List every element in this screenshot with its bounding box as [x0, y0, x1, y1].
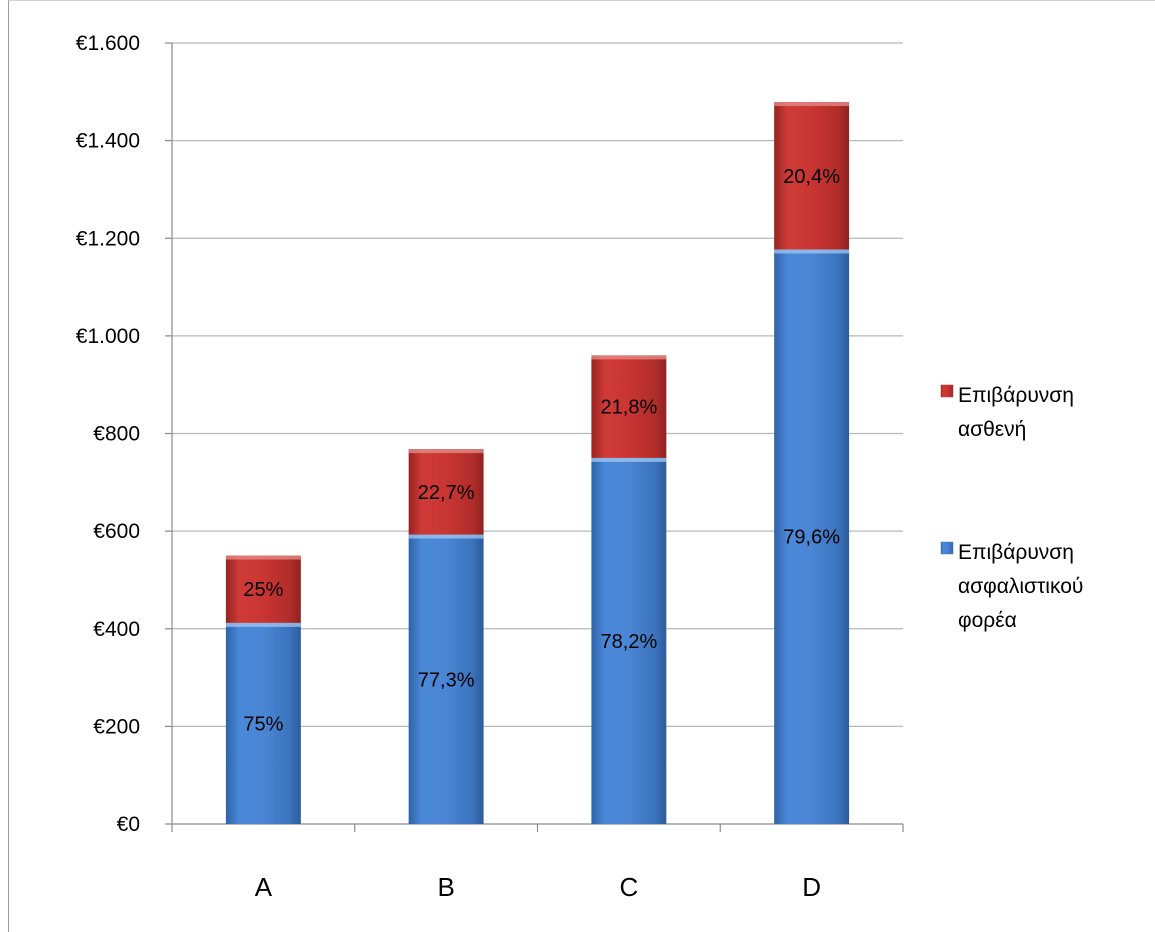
bar-segment-highlight: [591, 457, 667, 462]
legend-label: φορέα: [958, 609, 1017, 632]
bar-segment: [408, 449, 484, 535]
bar-segment: [225, 555, 301, 623]
x-category-label: A: [255, 872, 273, 902]
x-category-label: C: [619, 872, 638, 902]
y-tick-label: €1.600: [76, 32, 140, 55]
bar-segment: [408, 534, 484, 824]
y-tick-label: €1.200: [76, 227, 140, 250]
bar-data-label: 77,3%: [418, 669, 475, 691]
bar-segment-highlight: [774, 102, 850, 107]
axes: €0 €200 €400 €600 €800 €1.000 €1.200 €1.400 €1.6…: [76, 32, 904, 902]
y-tick-label: €1.400: [76, 130, 140, 153]
bar-data-label: 20,4%: [783, 166, 840, 188]
x-category-label: D: [802, 872, 821, 902]
x-category-label: B: [437, 872, 454, 902]
legend-label: ασφαλιστικού: [958, 575, 1083, 598]
bar-segment: [591, 457, 667, 824]
bar-data-label: 75%: [243, 713, 283, 735]
legend: Επιβάρυνση ασθενή Επιβάρυνση ασφαλιστικού φο…: [940, 384, 1083, 632]
bar-segment-highlight: [408, 534, 484, 539]
legend-label: Επιβάρυνση: [958, 384, 1074, 407]
legend-swatch: [940, 541, 954, 555]
legend-swatch: [940, 384, 954, 398]
bar-segment-highlight: [225, 622, 301, 627]
bar-data-label: 21,8%: [601, 397, 658, 419]
bar-segment: [225, 622, 301, 824]
y-tick-label: €1.000: [76, 325, 140, 348]
legend-label: ασθενή: [958, 418, 1026, 441]
bar-segment-highlight: [408, 449, 484, 454]
y-tick-label: €600: [93, 520, 140, 543]
bars: [225, 102, 850, 824]
y-tick-label: €0: [117, 813, 140, 836]
bar-data-label: 25%: [243, 579, 283, 601]
bar-segment: [774, 102, 850, 250]
bar-segment: [774, 249, 850, 824]
bar-data-label: 79,6%: [783, 527, 840, 549]
bar-segment-highlight: [225, 555, 301, 560]
bar-data-label: 78,2%: [601, 631, 658, 653]
bar-segment: [591, 355, 667, 458]
bar-segment-highlight: [774, 249, 850, 254]
y-tick-label: €400: [93, 618, 140, 641]
bar-data-label: 22,7%: [418, 482, 475, 504]
chart-frame: [8, 0, 1155, 932]
y-tick-label: €200: [93, 715, 140, 738]
bar-segment-highlight: [591, 355, 667, 360]
y-tick-label: €800: [93, 423, 140, 446]
legend-label: Επιβάρυνση: [958, 541, 1074, 564]
data-labels: 75% 25% 77,3% 22,7% 78,2% 21,8% 79,6% 20,4%: [243, 166, 840, 736]
